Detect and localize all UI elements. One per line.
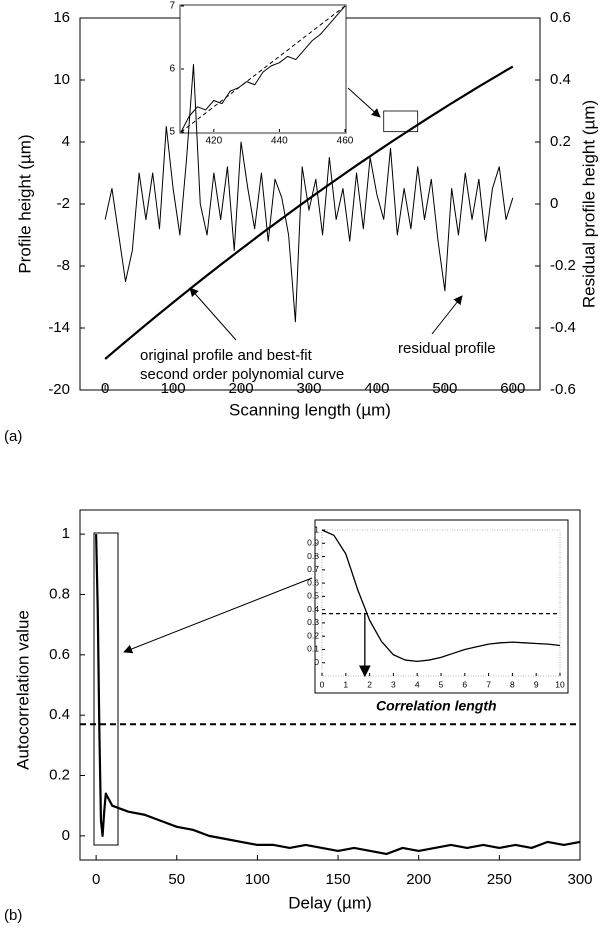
x-tick-label: 300 <box>296 380 321 397</box>
x-tick-label: 1 <box>343 679 348 689</box>
x-tick-label: 0 <box>92 871 100 888</box>
y-tick-label: 0.6 <box>550 9 571 26</box>
y-tick-label: 16 <box>53 9 70 26</box>
data-line <box>104 64 514 323</box>
y-tick-label: 0.6 <box>307 577 319 587</box>
highlight-box <box>93 532 119 846</box>
x-tick-label: 200 <box>406 871 431 888</box>
x-tick-label: 6 <box>462 679 467 689</box>
annotation-arrow <box>431 295 463 335</box>
x-tick-label: 400 <box>364 380 389 397</box>
y-tick-label: 0.8 <box>307 551 319 561</box>
y-tick-label: 0 <box>550 195 558 212</box>
inset-frame <box>179 4 347 134</box>
y-tick-label: 0.1 <box>307 644 319 654</box>
y-axis-label: Profile height (µm) <box>15 134 34 273</box>
y-tick-label: 0.3 <box>307 617 319 627</box>
zoom-box <box>383 110 419 133</box>
y-tick-label: 7 <box>169 1 175 12</box>
plot-frame <box>79 509 581 861</box>
annotation: second order polynomial curve <box>140 366 344 383</box>
y-tick-label: 0.9 <box>307 538 319 548</box>
x-tick-label: 440 <box>271 136 288 147</box>
x-tick-label: 8 <box>510 679 515 689</box>
data-line <box>180 5 346 133</box>
annotation-arrow <box>189 287 237 341</box>
y-tick-label: 0.2 <box>49 766 70 783</box>
inset-arrow <box>347 87 381 118</box>
annotation: original profile and best-fit <box>140 347 313 364</box>
y-tick-label: 6 <box>169 64 175 75</box>
x-tick-label: 420 <box>205 136 222 147</box>
y-tick-label: -2 <box>57 195 70 212</box>
x-tick-label: 500 <box>432 380 457 397</box>
x-tick-label: 250 <box>487 871 512 888</box>
x-tick-label: 4 <box>415 679 420 689</box>
x-tick-label: 460 <box>337 136 354 147</box>
x-tick-label: 0 <box>101 380 109 397</box>
x-tick-label: 3 <box>391 679 396 689</box>
inset-arrow <box>123 577 313 654</box>
y-tick-label: 0.4 <box>307 604 319 614</box>
y-tick-label: 0.8 <box>49 585 70 602</box>
x-tick-label: 9 <box>534 679 539 689</box>
annotation: residual profile <box>398 340 496 357</box>
y-tick-label: 0.4 <box>550 71 571 88</box>
y-tick-label: 1 <box>62 525 70 542</box>
x-tick-label: 5 <box>439 679 444 689</box>
y-tick-label: 1 <box>314 524 319 534</box>
x-tick-label: 2 <box>367 679 372 689</box>
y-tick-label: 10 <box>53 71 70 88</box>
y-tick-label: 0.5 <box>307 591 319 601</box>
data-line <box>104 65 514 360</box>
data-line <box>95 534 581 856</box>
inset-annotation: Correlation length <box>376 698 497 714</box>
data-line <box>321 529 561 663</box>
y-tick-label: 5 <box>169 127 175 138</box>
y-tick-label: 0.7 <box>307 564 319 574</box>
y-tick-label: 0.2 <box>550 133 571 150</box>
x-tick-label: 0 <box>320 679 325 689</box>
y-tick-label: 0 <box>62 827 70 844</box>
y-tick-label: -14 <box>48 319 70 336</box>
x-tick-label: 50 <box>168 871 185 888</box>
y-tick-label: -0.2 <box>550 257 576 274</box>
inset-frame <box>314 519 569 694</box>
x-tick-label: 100 <box>245 871 270 888</box>
x-tick-label: 150 <box>326 871 351 888</box>
y-tick-label: -8 <box>57 257 70 274</box>
y-axis-label: Autocorrelation value <box>13 610 32 770</box>
x-tick-label: 300 <box>567 871 592 888</box>
y-tick-label: 0.6 <box>49 646 70 663</box>
panel-label: (a) <box>4 428 22 445</box>
x-tick-label: 200 <box>229 380 254 397</box>
x-tick-label: 600 <box>500 380 525 397</box>
panel-label: (b) <box>4 907 22 924</box>
y-tick-label: 4 <box>62 133 70 150</box>
y-tick-label: -0.4 <box>550 319 576 336</box>
y-tick-label: 0.2 <box>307 630 319 640</box>
x-axis-label: Delay (µm) <box>288 893 371 912</box>
y2-axis-label: Residual profile height (µm) <box>579 100 598 308</box>
y-tick-label: 0 <box>314 657 319 667</box>
y-tick-label: -0.6 <box>550 381 576 398</box>
x-tick-label: 10 <box>555 679 565 689</box>
x-tick-label: 7 <box>486 679 491 689</box>
x-axis-label: Scanning length (µm) <box>229 400 391 419</box>
x-tick-label: 100 <box>161 380 186 397</box>
y-tick-label: 0.4 <box>49 706 70 723</box>
y-tick-label: -20 <box>48 381 70 398</box>
